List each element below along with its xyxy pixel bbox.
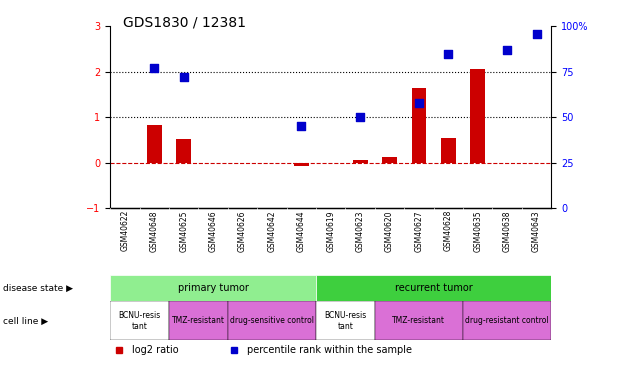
Text: GSM40620: GSM40620 — [385, 210, 394, 252]
Point — [296, 123, 306, 129]
Text: GSM40626: GSM40626 — [238, 210, 247, 252]
Text: GSM40643: GSM40643 — [532, 210, 541, 252]
Bar — [110, 276, 316, 302]
Bar — [471, 69, 485, 162]
Bar — [316, 302, 375, 340]
Text: percentile rank within the sample: percentile rank within the sample — [247, 345, 412, 355]
Bar — [441, 138, 455, 162]
Text: recurrent tumor: recurrent tumor — [395, 284, 472, 294]
Point — [414, 100, 424, 106]
Text: GSM40648: GSM40648 — [150, 210, 159, 252]
Bar — [169, 302, 228, 340]
Text: GSM40625: GSM40625 — [180, 210, 188, 252]
Point — [532, 30, 542, 36]
Text: BCNU-resis
tant: BCNU-resis tant — [324, 311, 367, 331]
Bar — [228, 302, 316, 340]
Text: GSM40622: GSM40622 — [120, 210, 129, 251]
Bar — [176, 139, 191, 162]
Point — [149, 65, 159, 71]
Text: GDS1830 / 12381: GDS1830 / 12381 — [123, 15, 246, 29]
Text: GSM40628: GSM40628 — [444, 210, 453, 251]
Text: drug-resistant control: drug-resistant control — [466, 316, 549, 326]
Text: TMZ-resistant: TMZ-resistant — [392, 316, 445, 326]
Text: disease state ▶: disease state ▶ — [3, 284, 73, 293]
Text: GSM40644: GSM40644 — [297, 210, 306, 252]
Text: TMZ-resistant: TMZ-resistant — [172, 316, 225, 326]
Point — [444, 51, 454, 57]
Text: BCNU-resis
tant: BCNU-resis tant — [118, 311, 161, 331]
Text: primary tumor: primary tumor — [178, 284, 249, 294]
Text: GSM40638: GSM40638 — [503, 210, 512, 252]
Point — [179, 74, 189, 80]
Text: GSM40627: GSM40627 — [415, 210, 423, 252]
Text: GSM40623: GSM40623 — [356, 210, 365, 252]
Bar — [375, 302, 463, 340]
Text: GSM40642: GSM40642 — [268, 210, 277, 252]
Point — [502, 47, 512, 53]
Bar — [463, 302, 551, 340]
Text: GSM40635: GSM40635 — [473, 210, 482, 252]
Bar — [110, 302, 169, 340]
Bar — [411, 88, 427, 162]
Point — [355, 114, 365, 120]
Bar — [147, 125, 162, 162]
Text: drug-sensitive control: drug-sensitive control — [230, 316, 314, 326]
Text: GSM40619: GSM40619 — [326, 210, 335, 252]
Bar — [316, 276, 551, 302]
Bar — [294, 162, 309, 166]
Bar — [382, 157, 397, 162]
Text: cell line ▶: cell line ▶ — [3, 316, 49, 326]
Text: GSM40646: GSM40646 — [209, 210, 217, 252]
Bar — [353, 160, 367, 162]
Text: log2 ratio: log2 ratio — [132, 345, 179, 355]
